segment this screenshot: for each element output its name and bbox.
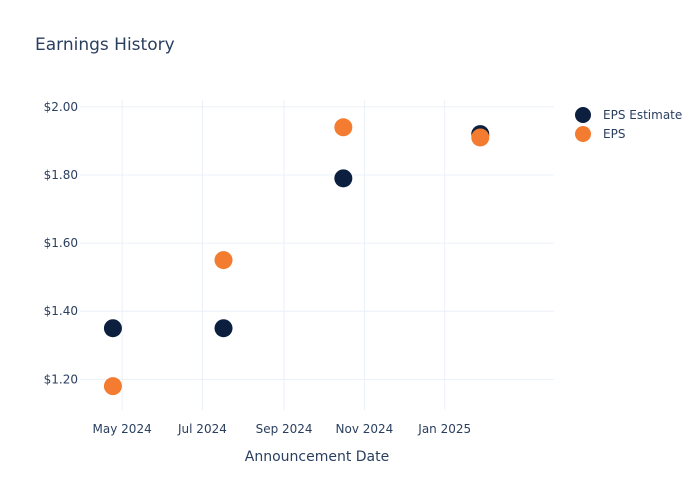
axis-layer: May 2024 Jul 2024 Sep 2024 Nov 2024 Jan 2025…	[44, 100, 472, 436]
x-axis-title: Announcement Date	[245, 449, 389, 465]
legend[interactable]: EPS Estimate EPS	[575, 107, 682, 142]
x-tick-label: Nov 2024	[336, 422, 394, 436]
y-tick-label: $1.60	[44, 236, 78, 250]
data-point[interactable]	[471, 128, 490, 147]
data-point[interactable]	[103, 377, 122, 396]
data-point[interactable]	[334, 169, 353, 188]
legend-marker	[575, 107, 591, 123]
series-eps	[103, 118, 490, 396]
legend-item-eps-estimate[interactable]: EPS Estimate	[575, 107, 682, 123]
y-tick-label: $1.40	[44, 304, 78, 318]
x-tick-label: May 2024	[93, 422, 152, 436]
x-tick-label: Jan 2025	[417, 422, 471, 436]
data-point[interactable]	[334, 118, 353, 137]
legend-marker	[575, 126, 591, 142]
data-point[interactable]	[214, 251, 233, 270]
x-tick-label: Jul 2024	[177, 422, 227, 436]
y-tick-label: $1.20	[44, 372, 78, 386]
legend-item-eps[interactable]: EPS	[575, 126, 625, 142]
grid-layer	[80, 100, 554, 410]
data-point[interactable]	[103, 319, 122, 338]
y-tick-label: $1.80	[44, 168, 78, 182]
y-tick-label: $2.00	[44, 100, 78, 114]
legend-label: EPS Estimate	[603, 108, 682, 122]
points-layer	[103, 118, 490, 396]
data-point[interactable]	[214, 319, 233, 338]
legend-label: EPS	[603, 127, 625, 141]
chart-title: Earnings History	[35, 35, 175, 55]
x-tick-label: Sep 2024	[256, 422, 313, 436]
